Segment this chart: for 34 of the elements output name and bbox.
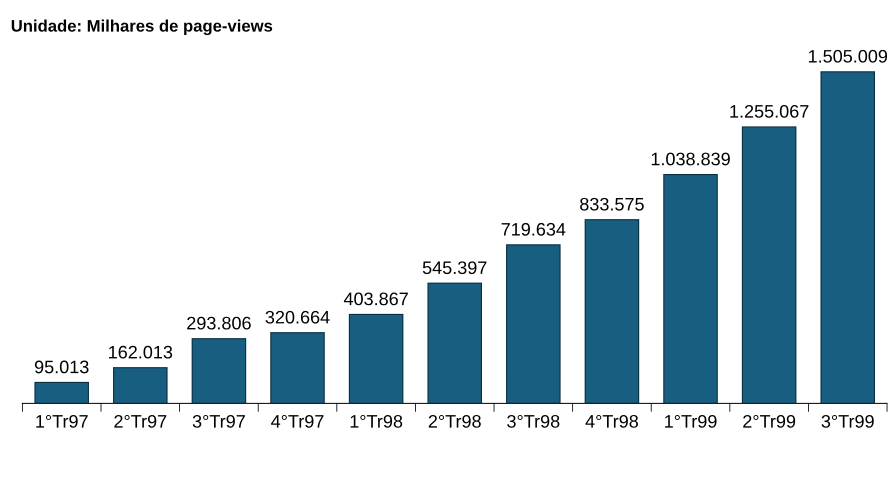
chart-title: Unidade: Milhares de page-views <box>12 20 272 36</box>
data-label: 162.013 <box>109 346 172 359</box>
bar <box>820 71 876 404</box>
bar <box>506 244 561 404</box>
bar <box>113 367 168 404</box>
bar <box>663 174 718 404</box>
data-label: 293.806 <box>187 316 251 330</box>
x-tick-label: 1°Tr97 <box>36 414 88 428</box>
x-tick-label: 2°Tr97 <box>114 414 166 428</box>
x-tick-label: 1°Tr99 <box>665 414 717 428</box>
x-tick-label: 4°Tr98 <box>585 414 638 428</box>
data-label: 320.664 <box>266 310 330 324</box>
bar <box>427 282 482 404</box>
x-tick-label: 3°Tr98 <box>507 414 560 428</box>
bar <box>742 126 796 404</box>
data-label: 95.013 <box>34 360 89 374</box>
bar <box>270 332 325 404</box>
bar <box>34 382 89 404</box>
data-label: 1.505.009 <box>808 50 888 63</box>
data-label: 1.038.839 <box>652 152 730 166</box>
x-tick-label: 3°Tr97 <box>192 414 245 428</box>
bar <box>348 314 404 404</box>
data-label: 719.634 <box>502 222 566 236</box>
x-tick-label: 3°Tr99 <box>822 414 874 428</box>
x-tick-label: 2°Tr98 <box>428 414 481 428</box>
data-label: 1.255.067 <box>730 104 808 118</box>
bar <box>192 338 246 404</box>
data-label: 833.575 <box>580 198 644 211</box>
x-tick-label: 1°Tr98 <box>350 414 402 428</box>
x-tick-label: 2°Tr99 <box>743 414 796 428</box>
bar <box>584 219 640 404</box>
data-label: 403.867 <box>344 292 408 306</box>
data-label: 545.397 <box>422 261 486 274</box>
x-tick-label: 4°Tr97 <box>271 414 324 428</box>
